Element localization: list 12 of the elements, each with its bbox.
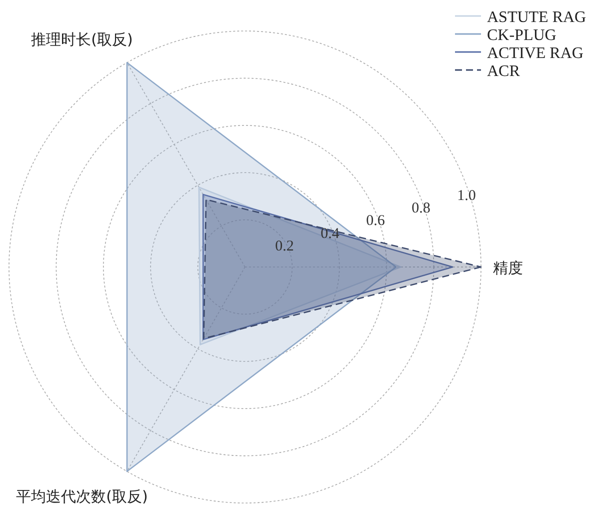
spoke-label: 平均迭代次数(取反) bbox=[16, 487, 148, 506]
spoke-label: 推理时长(取反) bbox=[31, 30, 133, 49]
legend-label: ASTUTE RAG bbox=[487, 9, 587, 26]
y-tick-label: 0.2 bbox=[275, 238, 294, 254]
legend-label: CK-PLUG bbox=[487, 27, 557, 44]
legend-label: ACR bbox=[487, 63, 520, 80]
y-tick-label: 0.4 bbox=[320, 226, 340, 242]
y-tick-label: 0.6 bbox=[366, 213, 386, 230]
y-tick-label: 1.0 bbox=[457, 188, 476, 204]
y-tick-label: 0.8 bbox=[412, 200, 430, 217]
legend-label: ACTIVE RAG bbox=[487, 45, 584, 62]
spoke-label: 精度 bbox=[493, 259, 523, 277]
